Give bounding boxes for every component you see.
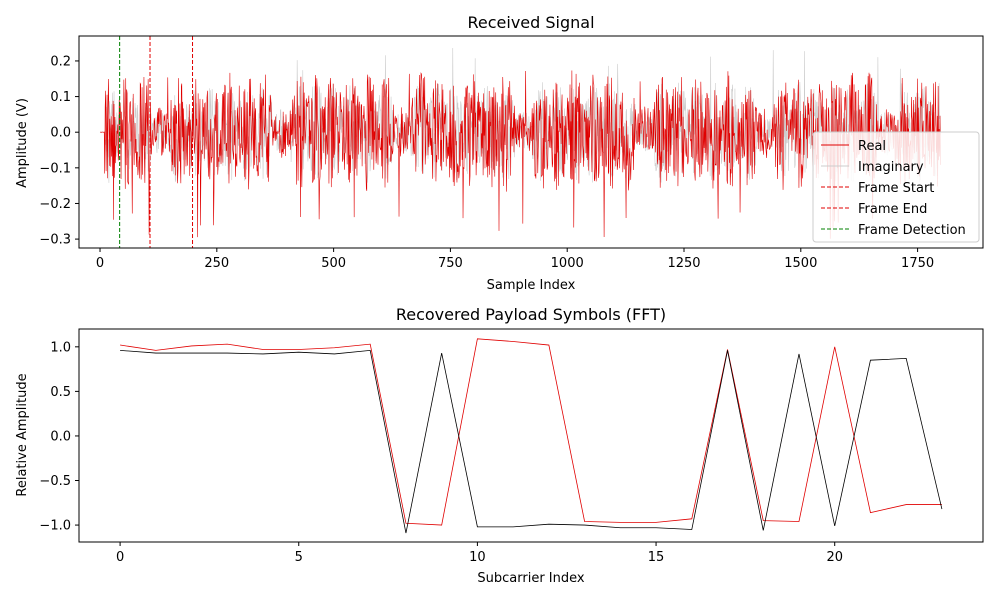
chart2-x-label: Subcarrier Index — [477, 571, 584, 586]
chart1-y-tick-label: 0.0 — [50, 126, 71, 141]
chart2-y-tick-label: −1.0 — [39, 519, 71, 534]
chart1-x-tick-label: 250 — [204, 256, 229, 271]
legend-label-frame-end: Frame End — [858, 202, 927, 217]
series-real-line — [120, 338, 942, 526]
legend-label-imaginary: Imaginary — [858, 160, 924, 175]
chart1-y-tick-label: 0.1 — [50, 90, 71, 105]
chart1-y-tick-label: −0.3 — [39, 233, 71, 248]
chart1-x-tick-label: 0 — [96, 256, 104, 271]
chart1-x-tick-label: 1750 — [901, 256, 934, 271]
chart1-title: Received Signal — [467, 13, 594, 32]
legend-label-frame-detection: Frame Detection — [858, 223, 966, 238]
chart1-y-tick-label: −0.2 — [39, 197, 71, 212]
chart2-x-tick-label: 15 — [648, 550, 665, 565]
series-real-line — [100, 70, 941, 239]
chart2-x-tick-label: 20 — [826, 550, 843, 565]
chart2-y-tick-label: 1.0 — [50, 340, 71, 355]
received-signal-chart: Received Signal Sample Index Amplitude (… — [15, 13, 984, 293]
chart1-x-tick-label: 1000 — [551, 256, 584, 271]
chart1-x-tick-label: 1250 — [667, 256, 700, 271]
chart1-legend: Real Imaginary Frame Start Frame End Fra… — [812, 131, 980, 243]
chart2-title: Recovered Payload Symbols (FFT) — [396, 305, 666, 324]
payload-symbols-chart: Recovered Payload Symbols (FFT) Subcarri… — [15, 305, 984, 586]
chart1-axes-frame — [78, 35, 984, 249]
chart2-y-label: Relative Amplitude — [15, 373, 30, 496]
chart2-axes-frame — [78, 328, 984, 543]
legend-label-frame-start: Frame Start — [858, 181, 934, 196]
chart1-x-tick-label: 1500 — [784, 256, 817, 271]
chart2-y-tick-label: −0.5 — [39, 474, 71, 489]
chart1-x-tick-label: 500 — [321, 256, 346, 271]
chart1-y-tick-label: 0.2 — [50, 54, 71, 69]
chart1-y-label: Amplitude (V) — [15, 98, 30, 188]
chart1-x-label: Sample Index — [487, 278, 576, 293]
chart2-y-tick-label: 0.0 — [50, 429, 71, 444]
chart2-x-tick-label: 0 — [116, 550, 124, 565]
chart1-x-tick-label: 750 — [438, 256, 463, 271]
chart2-y-tick-label: 0.5 — [50, 385, 71, 400]
chart1-legend-box — [812, 131, 980, 243]
legend-label-real: Real — [858, 139, 886, 154]
chart1-y-tick-label: −0.1 — [39, 161, 71, 176]
series-imaginary-line — [99, 47, 941, 183]
chart2-x-tick-label: 10 — [469, 550, 486, 565]
chart2-x-tick-label: 5 — [295, 550, 303, 565]
series-black-line — [120, 349, 943, 534]
